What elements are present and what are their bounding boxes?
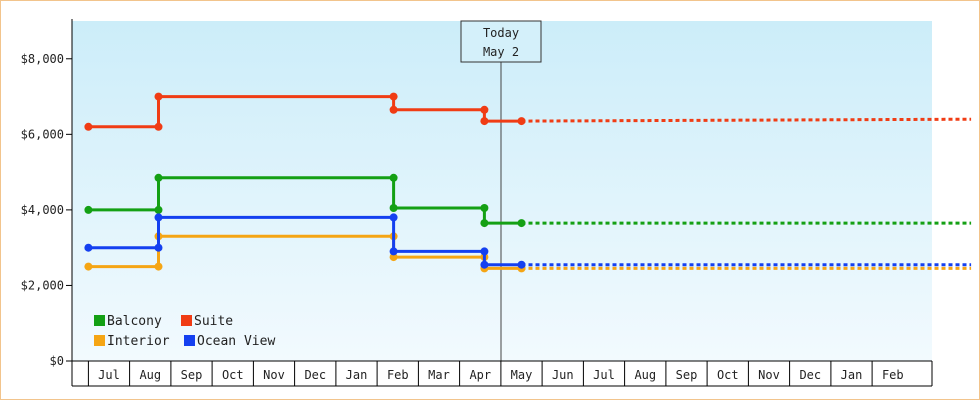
x-tick-label: Jul xyxy=(98,368,120,382)
data-point-balcony xyxy=(154,205,163,214)
data-point-ocean-view xyxy=(389,213,398,222)
y-tick-label: $4,000 xyxy=(21,203,64,217)
data-point-ocean-view xyxy=(154,243,163,252)
data-point-balcony xyxy=(480,204,489,212)
data-point-ocean-view xyxy=(517,260,526,269)
x-tick-label: Nov xyxy=(263,368,285,382)
legend-swatch-interior xyxy=(94,335,105,346)
data-point-interior xyxy=(389,253,398,262)
data-point-balcony xyxy=(517,219,526,228)
plot-background xyxy=(72,21,932,361)
x-tick-label: Jul xyxy=(593,368,615,382)
today-box xyxy=(460,20,542,63)
data-point-suite xyxy=(480,105,489,114)
data-point-suite xyxy=(154,122,163,131)
x-tick-label: Nov xyxy=(758,368,780,382)
x-tick-label: Jun xyxy=(552,368,574,382)
y-tick-label: $6,000 xyxy=(21,127,64,141)
y-tick-label: $2,000 xyxy=(21,278,64,292)
data-point-suite xyxy=(84,122,93,131)
data-point-suite xyxy=(517,117,526,126)
data-point-ocean-view xyxy=(389,247,398,256)
x-tick-label: Aug xyxy=(139,368,161,382)
legend-swatch-ocean-view xyxy=(184,335,195,346)
legend-label-balcony: Balcony xyxy=(107,314,162,329)
data-point-suite xyxy=(389,92,398,101)
x-tick-label: Apr xyxy=(469,368,491,382)
data-point-suite xyxy=(154,92,163,101)
x-tick-label: Dec xyxy=(799,368,821,382)
x-tick-label: Feb xyxy=(882,368,904,382)
data-point-balcony xyxy=(84,205,93,214)
legend-swatch-suite xyxy=(181,315,192,326)
x-tick-label: Feb xyxy=(387,368,409,382)
legend-label-interior: Interior xyxy=(107,334,170,349)
x-tick-label: Aug xyxy=(634,368,656,382)
data-point-suite xyxy=(389,105,398,114)
x-tick-label: Dec xyxy=(304,368,326,382)
data-point-ocean-view xyxy=(480,260,489,269)
x-tick-label: Jan xyxy=(346,368,368,382)
x-tick-label: May xyxy=(511,368,533,382)
y-tick-label: $8,000 xyxy=(21,52,64,66)
data-point-suite xyxy=(480,117,489,126)
x-tick-label: Jan xyxy=(841,368,863,382)
data-point-balcony xyxy=(154,173,163,182)
data-point-balcony xyxy=(389,204,398,212)
x-tick-label: Mar xyxy=(428,368,450,382)
data-point-balcony xyxy=(389,173,398,182)
data-point-ocean-view xyxy=(480,247,489,256)
data-point-interior xyxy=(84,262,93,271)
y-tick-label: $0 xyxy=(50,354,64,368)
x-tick-label: Oct xyxy=(222,368,244,382)
today-label: Today xyxy=(483,26,519,40)
series-forecast-suite xyxy=(521,117,972,123)
data-point-balcony xyxy=(480,219,489,228)
legend-swatch-balcony xyxy=(94,315,105,326)
legend-label-ocean-view: Ocean View xyxy=(197,334,275,349)
data-point-ocean-view xyxy=(154,213,163,222)
data-point-interior xyxy=(154,262,163,271)
x-tick-label: Sep xyxy=(676,368,698,382)
legend-label-suite: Suite xyxy=(194,314,233,329)
today-date: May 2 xyxy=(483,45,519,59)
data-point-ocean-view xyxy=(84,243,93,252)
x-tick-label: Oct xyxy=(717,368,739,382)
x-tick-label: Sep xyxy=(181,368,203,382)
